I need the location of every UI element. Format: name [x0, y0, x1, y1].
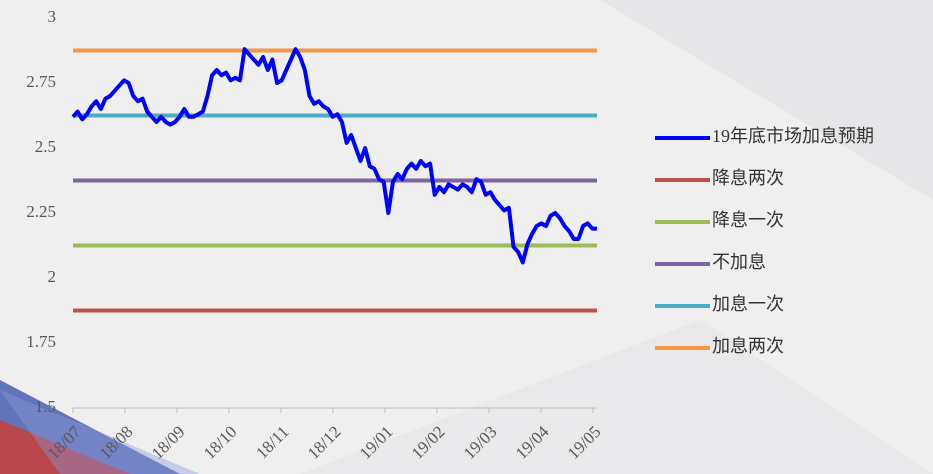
y-tick-label: 3	[48, 7, 57, 26]
y-tick-label: 2.25	[26, 202, 56, 221]
y-tick-label: 1.5	[35, 397, 56, 416]
legend-label: 加息两次	[712, 336, 784, 356]
legend-label: 降息两次	[712, 168, 784, 188]
line-series	[71, 47, 597, 265]
y-tick-label: 1.75	[26, 332, 56, 351]
decor	[600, 0, 933, 200]
legend-label: 降息一次	[712, 210, 784, 230]
decor	[0, 390, 200, 474]
decor	[0, 420, 130, 474]
decor	[300, 320, 933, 474]
legend-label: 加息一次	[712, 294, 784, 314]
y-tick-label: 2.75	[26, 72, 56, 91]
legend-label: 不加息	[712, 252, 766, 272]
y-tick-label: 2	[48, 267, 57, 286]
legend-label: 19年底市场加息预期	[712, 126, 874, 146]
y-tick-label: 2.5	[35, 137, 56, 156]
